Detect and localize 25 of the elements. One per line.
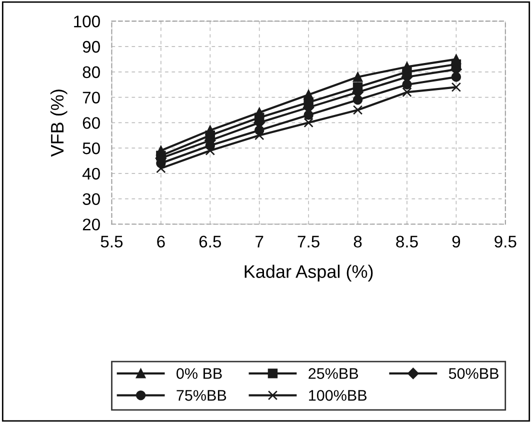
x-tick-label: 8 <box>354 236 362 248</box>
x-tick-label: 6.5 <box>199 236 222 248</box>
y-tick-label: 80 <box>82 66 100 78</box>
x-tick-label: 9.5 <box>494 236 516 248</box>
y-tick-label: 90 <box>82 40 100 53</box>
legend-label: 100%BB <box>309 390 367 401</box>
x-tick-label: 7.5 <box>298 236 320 248</box>
y-tick-label: 40 <box>82 168 100 180</box>
y-tick-label: 30 <box>82 193 100 206</box>
x-tick-label: 6 <box>157 236 165 248</box>
y-axis-title: VFB (%) <box>50 90 68 157</box>
x-axis-title: Kadar Aspal (%) <box>244 264 373 282</box>
y-tick-label: 70 <box>82 92 100 104</box>
x-tick-label: 8.5 <box>396 236 418 248</box>
y-tick-label: 100 <box>74 16 100 28</box>
legend-label: 75%BB <box>176 390 226 401</box>
legend-label: 50%BB <box>448 368 498 379</box>
legend-label: 25%BB <box>308 368 358 379</box>
y-tick-label: 60 <box>82 117 100 129</box>
x-tick-label: 5.5 <box>100 236 123 248</box>
x-tick-label: 9 <box>452 236 460 248</box>
x-tick-label: 7 <box>256 236 264 248</box>
y-tick-label: 50 <box>82 142 100 154</box>
legend-label: 0% BB <box>176 368 222 379</box>
y-tick-label: 20 <box>82 218 100 230</box>
